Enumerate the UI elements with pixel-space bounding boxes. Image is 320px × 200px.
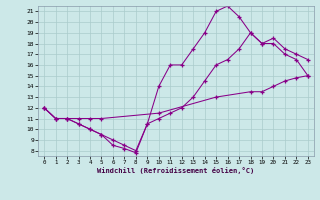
X-axis label: Windchill (Refroidissement éolien,°C): Windchill (Refroidissement éolien,°C) <box>97 167 255 174</box>
